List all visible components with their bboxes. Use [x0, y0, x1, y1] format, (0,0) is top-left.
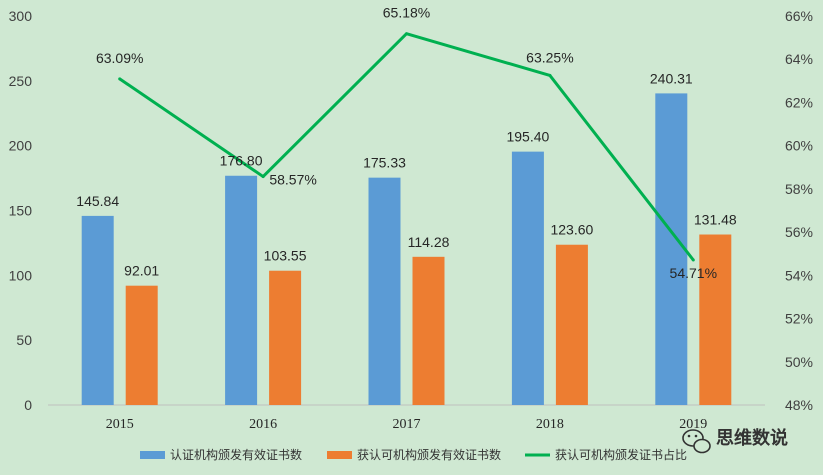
bar-data-label: 176.80	[220, 153, 263, 169]
y-right-tick-label: 48%	[785, 397, 813, 413]
bar	[368, 177, 401, 405]
y-left-tick-label: 250	[9, 73, 33, 89]
bar-data-label: 123.60	[550, 222, 593, 238]
y-left-tick-label: 50	[16, 332, 32, 348]
line-data-label: 58.57%	[269, 172, 316, 188]
bar	[81, 215, 114, 405]
x-tick-label: 2019	[679, 417, 707, 432]
legend-item: 认证机构颁发有效证书数	[140, 447, 302, 462]
legend-label: 认证机构颁发有效证书数	[170, 447, 302, 462]
bar	[511, 151, 544, 405]
y-right-tick-label: 54%	[785, 267, 813, 283]
y-right-tick-label: 64%	[785, 51, 813, 67]
bar	[699, 234, 732, 405]
legend-label: 获认可机构颁发证书占比	[555, 447, 687, 462]
x-tick-label: 2018	[536, 417, 564, 432]
bar-data-label: 195.40	[506, 129, 549, 145]
bar-data-label: 175.33	[363, 155, 406, 171]
bar	[269, 270, 302, 405]
bar-data-label: 145.84	[76, 193, 119, 209]
y-left-tick-label: 200	[9, 138, 33, 154]
y-right-tick-label: 66%	[785, 8, 813, 24]
y-left-tick-label: 0	[24, 397, 32, 413]
line-series-path	[118, 32, 695, 261]
line-data-label: 54.71%	[670, 265, 717, 281]
watermark-text: 思维数说	[716, 427, 788, 449]
y-right-tick-label: 56%	[785, 224, 813, 240]
line-point	[405, 32, 408, 36]
y-right-tick-label: 50%	[785, 354, 813, 370]
bar-data-label: 114.28	[408, 234, 450, 250]
line-data-label: 63.25%	[526, 49, 573, 65]
x-tick-label: 2015	[106, 417, 134, 432]
legend-item: 获认可机构颁发证书占比	[525, 447, 687, 462]
bar-data-label: 131.48	[694, 212, 737, 228]
watermark: 思维数说	[682, 427, 788, 454]
legend-swatch	[140, 451, 165, 459]
bar	[225, 175, 258, 405]
y-right-tick-label: 52%	[785, 311, 813, 327]
bar-data-label: 103.55	[264, 248, 307, 264]
y-right-tick-label: 62%	[785, 94, 813, 110]
y-left-tick-label: 300	[9, 8, 33, 24]
line-point	[118, 77, 122, 81]
line-point	[691, 258, 695, 262]
y-right-tick-label: 60%	[785, 138, 813, 154]
x-tick-label: 2017	[393, 417, 421, 432]
legend-item: 获认可机构颁发有效证书数	[327, 447, 501, 462]
y-left-tick-label: 150	[9, 203, 33, 219]
y-left-tick-label: 100	[9, 267, 33, 283]
line-point	[548, 73, 552, 77]
legend-label: 获认可机构颁发有效证书数	[357, 447, 501, 462]
bar-data-label: 240.31	[650, 70, 693, 86]
bar	[125, 285, 158, 405]
bar	[412, 256, 445, 405]
line-data-label: 65.18%	[383, 5, 430, 21]
bar	[555, 244, 588, 405]
line-data-label: 63.09%	[96, 50, 143, 66]
x-tick-label: 2016	[249, 417, 277, 432]
wechat-icon	[682, 429, 711, 454]
bar	[655, 93, 688, 405]
line-point	[261, 175, 265, 179]
bar-data-label: 92.01	[124, 263, 159, 279]
y-right-tick-label: 58%	[785, 181, 813, 197]
legend-swatch	[327, 451, 352, 459]
